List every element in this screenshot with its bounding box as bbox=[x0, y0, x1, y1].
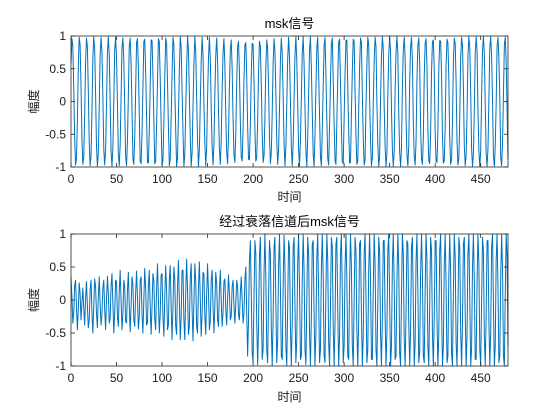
x-tick-label-top: 300 bbox=[334, 172, 354, 186]
y-tick-label-top: 1 bbox=[59, 29, 66, 43]
signal-line-bottom bbox=[70, 233, 509, 367]
signal-line-top bbox=[70, 36, 509, 167]
x-tick-label-bottom: 300 bbox=[334, 371, 354, 385]
x-tick-label-bottom: 400 bbox=[425, 371, 445, 385]
y-tick-label-bottom: -0.5 bbox=[45, 326, 66, 340]
x-tick-label-top: 0 bbox=[68, 172, 75, 186]
y-tick-label-bottom: -1 bbox=[55, 359, 66, 373]
y-tick-label-top: 0 bbox=[59, 95, 66, 109]
x-tick-label-top: 200 bbox=[243, 172, 263, 186]
plot-title-top: msk信号 bbox=[265, 16, 315, 31]
x-tick-label-top: 250 bbox=[289, 172, 309, 186]
y-tick-label-bottom: 0 bbox=[59, 293, 66, 307]
x-tick-label-bottom: 200 bbox=[243, 371, 263, 385]
y-tick-label-top: -0.5 bbox=[45, 127, 66, 141]
plot-title-bottom: 经过衰落信道后msk信号 bbox=[219, 214, 360, 229]
x-axis-label-bottom: 时间 bbox=[277, 390, 301, 404]
x-tick-label-top: 50 bbox=[110, 172, 124, 186]
x-tick-label-bottom: 350 bbox=[380, 371, 400, 385]
x-axis-label-top: 时间 bbox=[277, 190, 301, 204]
y-axis-label-top: 幅度 bbox=[26, 89, 41, 113]
x-tick-label-bottom: 450 bbox=[471, 371, 491, 385]
y-tick-label-top: 0.5 bbox=[49, 62, 66, 76]
y-ticks-top: -1 -0.5 0 0.5 1 bbox=[45, 29, 508, 174]
subplot-top: 0 50 100 150 200 250 300 350 400 450 -1-0.500.51 … bbox=[26, 16, 509, 204]
x-tick-label-top: 100 bbox=[152, 172, 172, 186]
x-tick-label-top: 400 bbox=[425, 172, 445, 186]
y-axis-label-bottom: 幅度 bbox=[26, 288, 41, 312]
x-tick-label-bottom: 250 bbox=[289, 371, 309, 385]
x-ticks-top: 0 50 100 150 200 250 300 350 400 450 bbox=[68, 36, 491, 186]
x-ticks-bottom: 0 50 100 150 200 250 300 350 400 450 bbox=[68, 234, 491, 385]
x-tick-label-bottom: 0 bbox=[68, 371, 75, 385]
x-tick-label-top: 350 bbox=[380, 172, 400, 186]
x-tick-label-top: 150 bbox=[198, 172, 218, 186]
y-tick-label-top: -1 bbox=[55, 160, 66, 174]
x-tick-label-bottom: 100 bbox=[152, 371, 172, 385]
y-tick-label-bottom: 1 bbox=[59, 227, 66, 241]
subplot-bottom: 0 50 100 150 200 250 300 350 400 450 -1-0.500.51 … bbox=[26, 214, 509, 404]
x-tick-label-bottom: 50 bbox=[110, 371, 124, 385]
y-tick-label-bottom: 0.5 bbox=[49, 260, 66, 274]
y-ticks-bottom: -1 -0.5 0 0.5 1 bbox=[45, 227, 508, 373]
x-tick-label-top: 450 bbox=[471, 172, 491, 186]
x-tick-label-bottom: 150 bbox=[198, 371, 218, 385]
